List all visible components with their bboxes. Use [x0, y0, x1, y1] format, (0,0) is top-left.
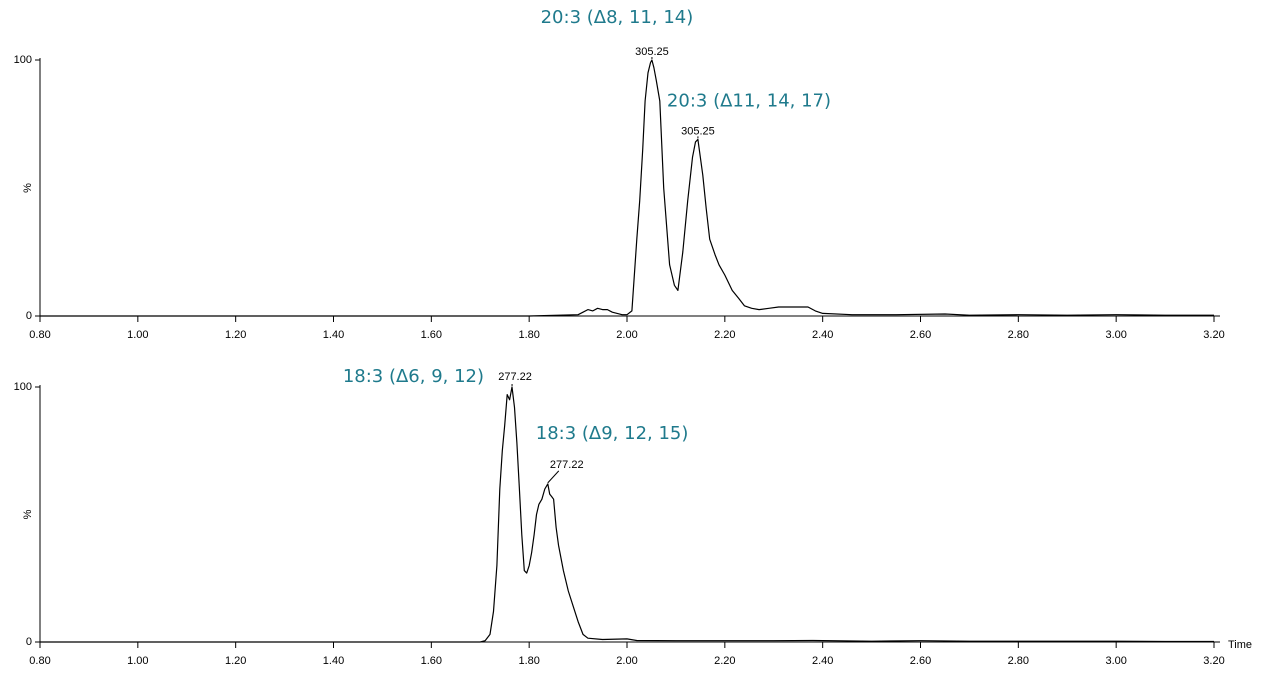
- x-tick-label: 2.80: [1008, 329, 1029, 341]
- x-tick-label: 1.20: [225, 655, 246, 667]
- x-tick-label: 3.20: [1203, 655, 1224, 667]
- y-tick-label: 100: [14, 381, 32, 393]
- x-tick-label: 2.80: [1008, 655, 1029, 667]
- peak-mass-label: 305.25: [681, 125, 715, 137]
- y-tick-label: 0: [26, 310, 32, 322]
- y-tick-label: 0: [26, 636, 32, 648]
- x-tick-label: 1.60: [421, 329, 442, 341]
- peak-mass-label: 277.22: [498, 371, 532, 383]
- x-tick-label: 3.20: [1203, 329, 1224, 341]
- x-tick-label: 2.40: [812, 329, 833, 341]
- x-tick-label: 1.00: [127, 655, 148, 667]
- x-tick-label: 3.00: [1105, 655, 1126, 667]
- y-tick-label: 100: [14, 54, 32, 66]
- compound-label: 18:3 (Δ9, 12, 15): [536, 423, 689, 444]
- x-tick-label: 2.20: [714, 329, 735, 341]
- x-tick-label: 1.40: [323, 329, 344, 341]
- x-tick-label: 1.20: [225, 329, 246, 341]
- x-tick-label: 0.80: [29, 655, 50, 667]
- trace: [40, 386, 1214, 643]
- x-tick-label: 1.00: [127, 329, 148, 341]
- x-tick-label: 2.40: [812, 655, 833, 667]
- y-axis-label: %: [22, 509, 34, 519]
- x-tick-label: 2.60: [910, 655, 931, 667]
- x-tick-label: 1.60: [421, 655, 442, 667]
- x-axis-label: Time: [1228, 639, 1252, 651]
- x-tick-label: 2.60: [910, 329, 931, 341]
- x-tick-label: 2.20: [714, 655, 735, 667]
- x-tick-label: 3.00: [1105, 329, 1126, 341]
- compound-label: 20:3 (Δ11, 14, 17): [667, 90, 831, 111]
- x-tick-label: 1.40: [323, 655, 344, 667]
- x-tick-label: 2.00: [616, 329, 637, 341]
- compound-label: 20:3 (Δ8, 11, 14): [541, 7, 694, 28]
- x-tick-label: 1.80: [518, 329, 539, 341]
- x-tick-label: 2.00: [616, 655, 637, 667]
- trace: [40, 59, 1214, 317]
- peak-mass-label: 277.22: [550, 459, 584, 471]
- y-axis-label: %: [22, 183, 34, 193]
- compound-label: 18:3 (Δ6, 9, 12): [343, 366, 484, 387]
- peak-leader: [547, 470, 560, 484]
- x-tick-label: 0.80: [29, 329, 50, 341]
- x-tick-label: 1.80: [518, 655, 539, 667]
- peak-mass-label: 305.25: [635, 46, 669, 58]
